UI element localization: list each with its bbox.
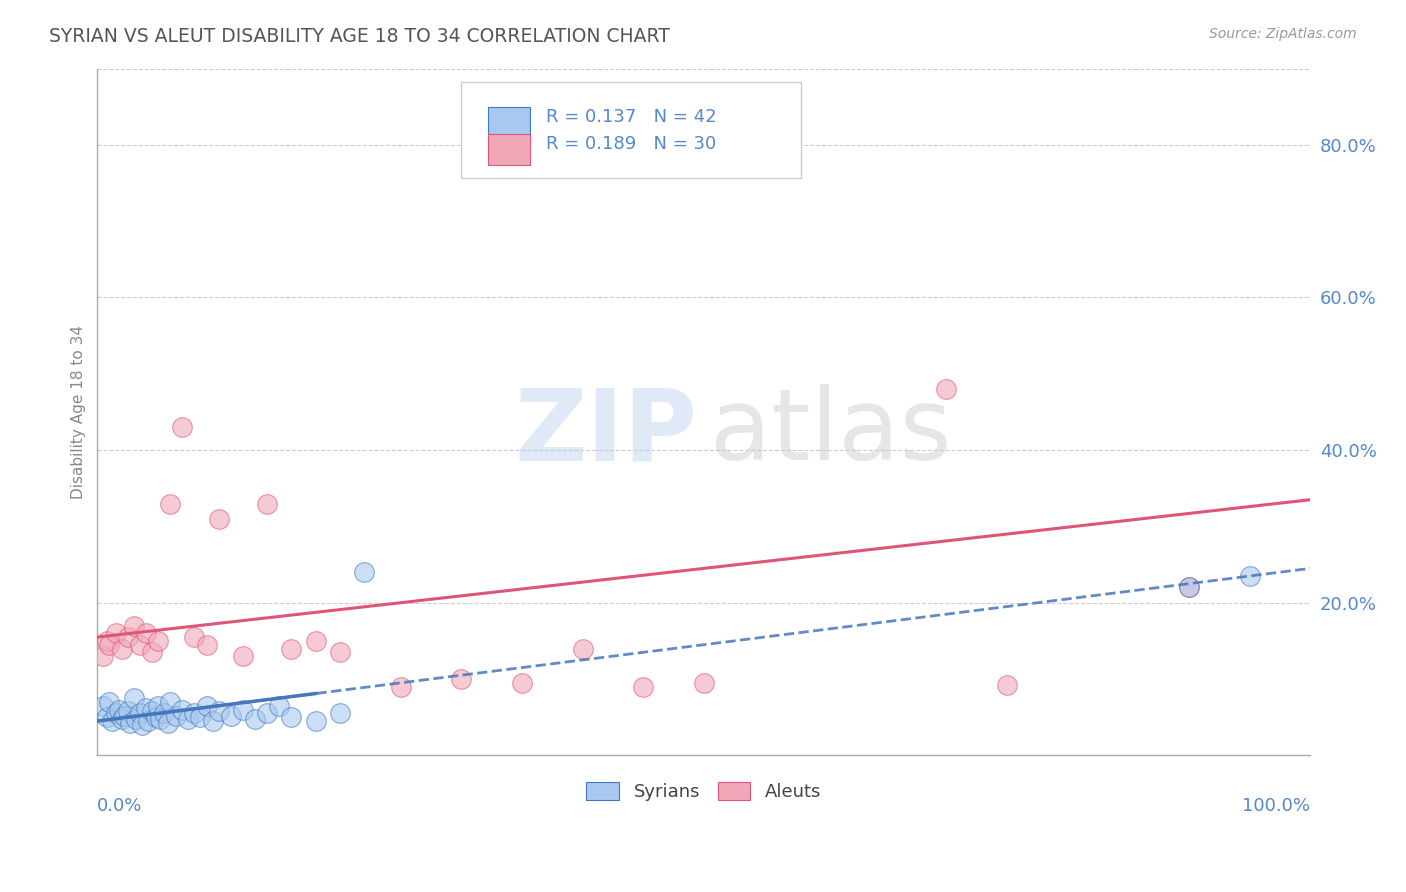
Point xyxy=(195,698,218,713)
Point xyxy=(201,714,224,728)
Point xyxy=(256,706,278,721)
Point xyxy=(101,714,124,728)
Point xyxy=(165,708,187,723)
Point xyxy=(183,706,205,721)
Point xyxy=(1239,569,1261,583)
Point xyxy=(110,712,132,726)
Point xyxy=(1178,581,1201,595)
Text: 0.0%: 0.0% xyxy=(97,797,143,814)
Text: R = 0.137   N = 42: R = 0.137 N = 42 xyxy=(546,108,717,126)
Point xyxy=(450,672,472,686)
Point xyxy=(172,702,194,716)
Point xyxy=(353,565,375,579)
Point xyxy=(510,676,533,690)
Point xyxy=(243,712,266,726)
Point xyxy=(135,701,157,715)
Point xyxy=(149,712,172,726)
Point xyxy=(98,638,121,652)
FancyBboxPatch shape xyxy=(488,107,530,137)
Point xyxy=(108,702,131,716)
Y-axis label: Disability Age 18 to 34: Disability Age 18 to 34 xyxy=(72,325,86,499)
Point xyxy=(125,712,148,726)
Point xyxy=(280,641,302,656)
Point xyxy=(305,633,328,648)
Point xyxy=(146,633,169,648)
Text: ZIP: ZIP xyxy=(515,384,697,481)
Text: 100.0%: 100.0% xyxy=(1243,797,1310,814)
Point xyxy=(631,680,654,694)
Point xyxy=(329,645,352,659)
Point xyxy=(141,645,163,659)
Point xyxy=(122,618,145,632)
Legend: Syrians, Aleuts: Syrians, Aleuts xyxy=(579,774,828,808)
Point xyxy=(208,512,231,526)
Point xyxy=(146,698,169,713)
Point xyxy=(135,626,157,640)
Point xyxy=(232,702,254,716)
Point xyxy=(110,641,132,656)
Point xyxy=(141,704,163,718)
Point xyxy=(98,695,121,709)
Point xyxy=(232,649,254,664)
Point xyxy=(159,496,181,510)
Text: Source: ZipAtlas.com: Source: ZipAtlas.com xyxy=(1209,27,1357,41)
Point xyxy=(159,695,181,709)
Point xyxy=(104,706,127,721)
Point xyxy=(153,706,176,721)
Point xyxy=(117,704,139,718)
Point xyxy=(93,649,115,664)
Point xyxy=(128,638,150,652)
FancyBboxPatch shape xyxy=(461,82,801,178)
Point xyxy=(172,420,194,434)
Point xyxy=(693,676,716,690)
Point xyxy=(190,710,212,724)
Point xyxy=(136,714,159,728)
Point xyxy=(145,710,167,724)
Point xyxy=(329,706,352,721)
Point xyxy=(183,630,205,644)
Point xyxy=(195,638,218,652)
Point xyxy=(280,710,302,724)
Point xyxy=(96,710,118,724)
Point xyxy=(112,708,135,723)
Point xyxy=(256,496,278,510)
Point xyxy=(131,718,153,732)
Point xyxy=(219,708,242,723)
Point xyxy=(1178,581,1201,595)
Point xyxy=(935,382,957,396)
Point xyxy=(93,698,115,713)
Text: SYRIAN VS ALEUT DISABILITY AGE 18 TO 34 CORRELATION CHART: SYRIAN VS ALEUT DISABILITY AGE 18 TO 34 … xyxy=(49,27,671,45)
Point xyxy=(104,626,127,640)
Point xyxy=(995,678,1018,692)
Text: R = 0.189   N = 30: R = 0.189 N = 30 xyxy=(546,135,717,153)
Point xyxy=(389,680,412,694)
Text: atlas: atlas xyxy=(710,384,952,481)
FancyBboxPatch shape xyxy=(488,134,530,165)
Point xyxy=(269,698,291,713)
Point xyxy=(571,641,593,656)
Point xyxy=(305,714,328,728)
Point xyxy=(120,716,142,731)
Point xyxy=(156,716,179,731)
Point xyxy=(117,630,139,644)
Point xyxy=(208,704,231,718)
Point xyxy=(96,633,118,648)
Point xyxy=(122,691,145,706)
Point xyxy=(128,706,150,721)
Point xyxy=(177,712,200,726)
